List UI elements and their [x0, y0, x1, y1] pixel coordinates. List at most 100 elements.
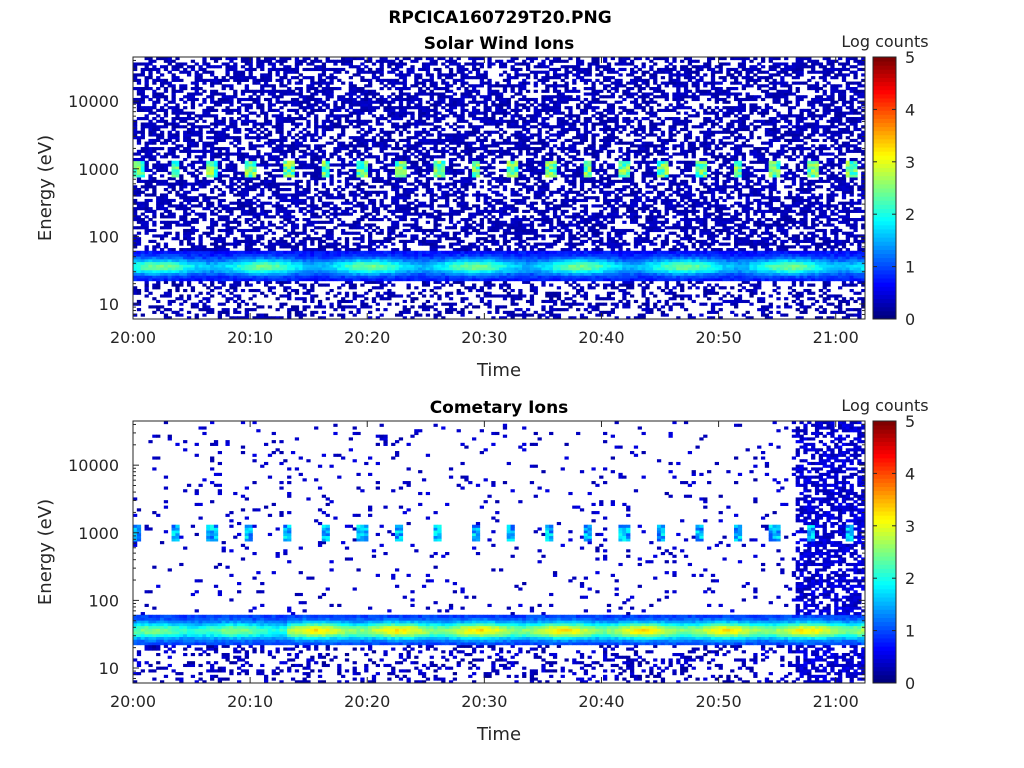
heatmap-cell: [241, 153, 245, 156]
heatmap-cell: [164, 251, 168, 254]
heatmap-cell: [252, 177, 256, 180]
heatmap-cell: [222, 254, 226, 257]
heatmap-cell: [210, 174, 214, 177]
heatmap-cell: [225, 133, 229, 136]
heatmap-cell: [303, 270, 307, 273]
heatmap-cell: [468, 144, 472, 147]
heatmap-cell: [245, 229, 249, 232]
heatmap-cell: [249, 237, 253, 240]
heatmap-cell: [249, 262, 253, 265]
heatmap-cell: [387, 153, 391, 156]
heatmap-cell: [172, 264, 176, 267]
heatmap-cell: [260, 275, 264, 278]
heatmap-cell: [264, 82, 268, 85]
heatmap-cell: [434, 251, 438, 254]
heatmap-cell: [279, 270, 283, 273]
heatmap-cell: [360, 264, 364, 267]
heatmap-cell: [472, 262, 476, 265]
heatmap-cell: [426, 114, 430, 117]
heatmap-cell: [264, 84, 268, 87]
heatmap-cell: [237, 131, 241, 134]
heatmap-cell: [399, 215, 403, 218]
heatmap-cell: [310, 229, 314, 232]
heatmap-cell: [241, 73, 245, 76]
heatmap-cell: [172, 188, 176, 191]
heatmap-cell: [283, 286, 287, 289]
heatmap-cell: [160, 207, 164, 210]
heatmap-cell: [237, 142, 241, 145]
heatmap-cell: [175, 144, 179, 147]
heatmap-cell: [245, 90, 249, 93]
heatmap-cell: [468, 76, 472, 79]
heatmap-cell: [383, 166, 387, 169]
heatmap-cell: [148, 155, 152, 158]
heatmap-cell: [198, 193, 202, 196]
heatmap-cell: [148, 177, 152, 180]
heatmap-cell: [249, 76, 253, 79]
heatmap-cell: [206, 106, 210, 109]
heatmap-cell: [233, 275, 237, 278]
heatmap-cell: [333, 262, 337, 265]
heatmap-cell: [225, 218, 229, 221]
heatmap-cell: [345, 281, 349, 284]
heatmap-cell: [391, 251, 395, 254]
heatmap-cell: [145, 163, 149, 166]
heatmap-cell: [333, 270, 337, 273]
heatmap-cell: [356, 204, 360, 207]
heatmap-cell: [407, 262, 411, 265]
heatmap-cell: [303, 193, 307, 196]
heatmap-cell: [349, 90, 353, 93]
heatmap-cell: [356, 166, 360, 169]
heatmap-cell: [137, 73, 141, 76]
heatmap-cell: [387, 278, 391, 281]
heatmap-cell: [464, 286, 468, 289]
heatmap-cell: [314, 123, 318, 126]
heatmap-cell: [202, 199, 206, 202]
heatmap-cell: [414, 213, 418, 216]
heatmap-cell: [202, 62, 206, 65]
heatmap-cell: [464, 232, 468, 235]
heatmap-cell: [206, 180, 210, 183]
heatmap-cell: [272, 254, 276, 257]
heatmap-cell: [279, 215, 283, 218]
heatmap-cell: [164, 281, 168, 284]
heatmap-cell: [249, 161, 253, 164]
heatmap-cell: [222, 128, 226, 131]
heatmap-cell: [303, 207, 307, 210]
heatmap-cell: [202, 112, 206, 115]
heatmap-cell: [464, 92, 468, 95]
heatmap-cell: [468, 232, 472, 235]
heatmap-cell: [272, 125, 276, 128]
heatmap-cell: [187, 270, 191, 273]
heatmap-cell: [464, 180, 468, 183]
heatmap-cell: [283, 161, 287, 164]
heatmap-cell: [364, 183, 368, 186]
heatmap-cell: [152, 297, 156, 300]
heatmap-cell: [222, 240, 226, 243]
heatmap-cell: [441, 245, 445, 248]
heatmap-cell: [295, 125, 299, 128]
heatmap-cell: [399, 278, 403, 281]
heatmap-cell: [457, 254, 461, 257]
heatmap-cell: [141, 185, 145, 188]
heatmap-cell: [156, 267, 160, 270]
heatmap-cell: [403, 270, 407, 273]
heatmap-cell: [241, 90, 245, 93]
heatmap-cell: [368, 71, 372, 74]
heatmap-cell: [195, 229, 199, 232]
heatmap-cell: [133, 267, 137, 270]
heatmap-cell: [299, 144, 303, 147]
heatmap-cell: [249, 120, 253, 123]
heatmap-cell: [310, 139, 314, 142]
heatmap-cell: [387, 133, 391, 136]
heatmap-cell: [395, 73, 399, 76]
heatmap-cell: [460, 314, 464, 317]
heatmap-cell: [457, 270, 461, 273]
heatmap-cell: [310, 199, 314, 202]
heatmap-cell: [264, 226, 268, 229]
heatmap-cell: [218, 273, 222, 276]
heatmap-cell: [464, 251, 468, 254]
heatmap-cell: [187, 221, 191, 224]
heatmap-cell: [237, 202, 241, 205]
heatmap-cell: [206, 131, 210, 134]
